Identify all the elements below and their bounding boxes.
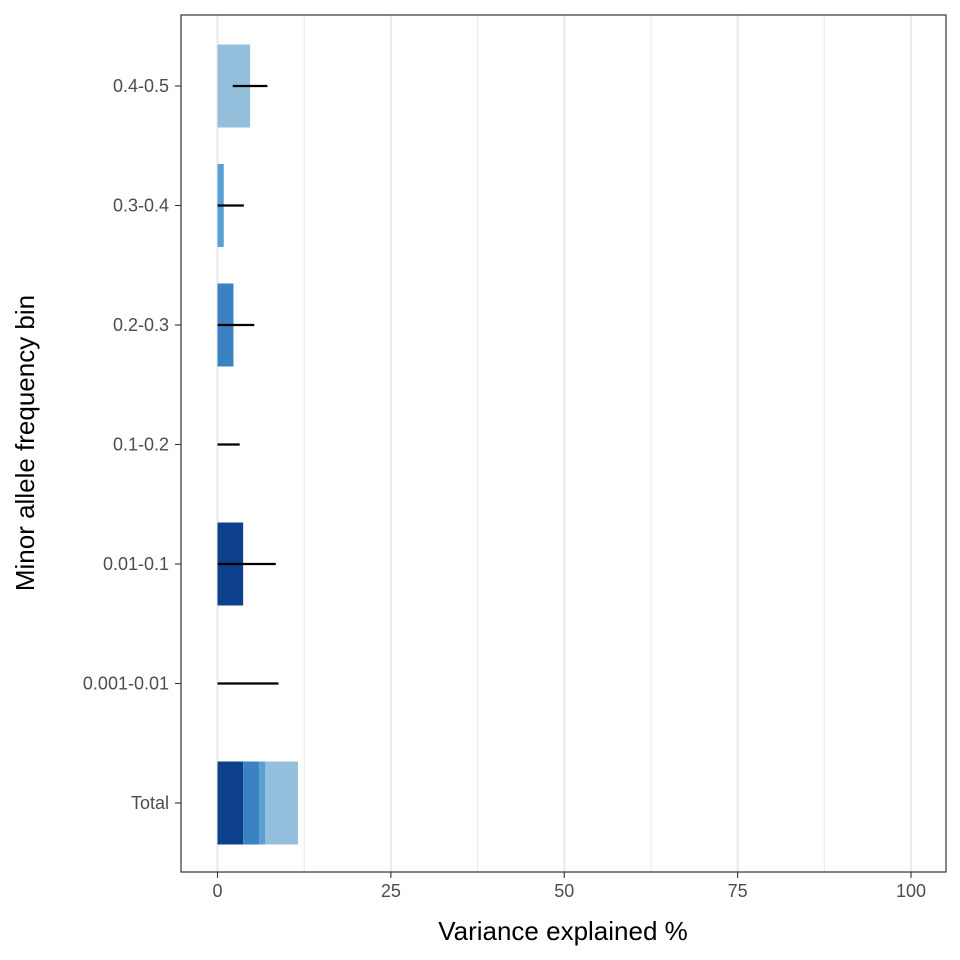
y-tick-label: 0.4-0.5 bbox=[113, 76, 169, 96]
total-bar-segment bbox=[217, 761, 244, 845]
panel-border bbox=[180, 14, 947, 873]
x-tick-label: 0 bbox=[212, 881, 222, 901]
x-axis-title: Variance explained % bbox=[438, 916, 688, 946]
y-tick-label: Total bbox=[131, 793, 169, 813]
x-tick-label: 100 bbox=[896, 881, 926, 901]
x-tick-label: 50 bbox=[554, 881, 574, 901]
y-tick-label: 0.3-0.4 bbox=[113, 196, 169, 216]
error-bars bbox=[217, 84, 279, 685]
x-tick-label: 75 bbox=[728, 881, 748, 901]
y-tick-label: 0.2-0.3 bbox=[113, 315, 169, 335]
y-axis-title: Minor allele frequency bin bbox=[10, 295, 40, 591]
axis-ticks: 0.4-0.5 0.3-0.4 0.2-0.3 0.1-0.2 0.01-0.1 0.00… bbox=[83, 76, 926, 901]
total-bar-segment bbox=[243, 761, 260, 845]
grid-lines bbox=[216, 15, 913, 872]
x-tick-label: 25 bbox=[381, 881, 401, 901]
y-tick-label: 0.01-0.1 bbox=[103, 554, 169, 574]
total-bar-segment bbox=[259, 761, 266, 845]
total-bar-segment bbox=[265, 761, 298, 845]
y-tick-label: 0.001-0.01 bbox=[83, 674, 169, 694]
y-tick-label: 0.1-0.2 bbox=[113, 435, 169, 455]
